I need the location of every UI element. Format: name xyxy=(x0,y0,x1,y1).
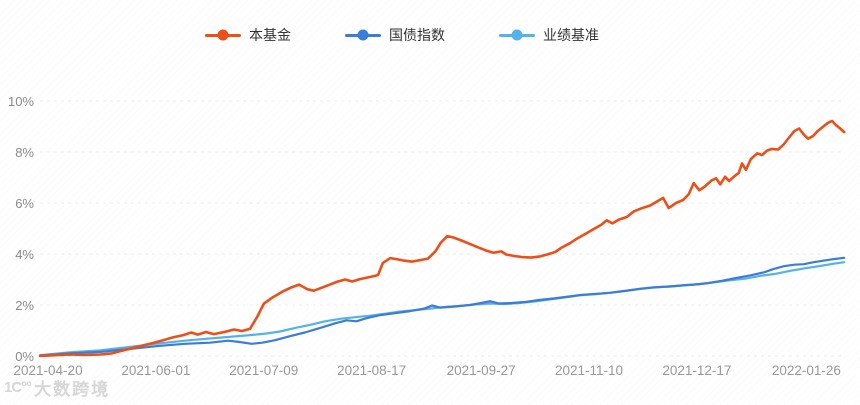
legend-marker-icon xyxy=(205,29,241,41)
x-axis-label: 2021-12-17 xyxy=(662,363,732,378)
x-axis-label: 2021-07-09 xyxy=(229,363,299,378)
legend-label: 业绩基准 xyxy=(543,27,599,43)
y-axis-label: 6% xyxy=(15,196,34,211)
x-axis-label: 2021-04-20 xyxy=(13,363,83,378)
bond-index-line xyxy=(38,256,846,357)
x-axis-label: 2021-11-10 xyxy=(554,363,624,378)
chart-legend: 本基金 国债指数 业绩基准 xyxy=(205,28,599,42)
y-axis-label: 2% xyxy=(15,298,34,313)
y-axis-label: 8% xyxy=(15,145,34,160)
y-axis-label: 0% xyxy=(15,349,34,364)
legend-marker-icon xyxy=(499,29,535,41)
legend-item-benchmark[interactable]: 业绩基准 xyxy=(499,28,599,42)
y-axis-label: 10% xyxy=(7,94,34,109)
x-axis-label: 2021-09-27 xyxy=(446,363,516,378)
legend-item-bond-index[interactable]: 国债指数 xyxy=(345,28,445,42)
x-axis-label: 2021-08-17 xyxy=(337,363,407,378)
legend-marker-icon xyxy=(345,29,381,41)
x-axis-label: 2021-06-01 xyxy=(121,363,191,378)
legend-label: 国债指数 xyxy=(389,27,445,43)
fund-line xyxy=(38,119,846,358)
y-axis-label: 4% xyxy=(15,247,34,262)
legend-item-fund[interactable]: 本基金 xyxy=(205,28,291,42)
legend-label: 本基金 xyxy=(249,27,291,43)
x-axis-label: 2022-01-26 xyxy=(771,363,841,378)
